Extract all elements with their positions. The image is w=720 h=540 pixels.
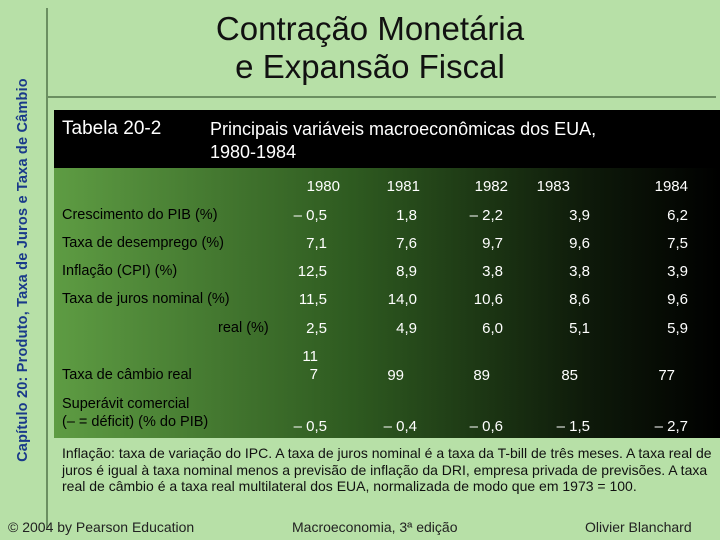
year-header-1981: 1981 xyxy=(386,178,420,195)
year-header-1980: 1980 xyxy=(306,178,340,195)
footer-copyright: © 2004 by Pearson Education xyxy=(8,519,195,535)
row-label-inflation: Inflação (CPI) (%) xyxy=(62,263,178,279)
footer-author: Olivier Blanchard xyxy=(585,519,692,535)
chapter-side-label-text: Capítulo 20: Produto, Taxa de Juros e Ta… xyxy=(15,78,31,462)
table-cell: 9,7 xyxy=(482,235,503,252)
table-cell: 7,1 xyxy=(306,235,327,252)
table-cell: 77 xyxy=(658,367,675,384)
table-cell: – 0,6 xyxy=(469,418,503,435)
table-note: Inflação: taxa de variação do IPC. A tax… xyxy=(62,445,712,494)
horizontal-divider xyxy=(46,96,716,98)
table-cell: 4,9 xyxy=(396,320,417,337)
table-cell: 9,6 xyxy=(569,235,590,252)
table-cell: 7,5 xyxy=(667,235,688,252)
table-cell: 6,0 xyxy=(482,320,503,337)
table-title-line-2: 1980-1984 xyxy=(210,142,297,162)
table-title-band xyxy=(54,110,720,168)
table-number: Tabela 20-2 xyxy=(62,118,162,139)
row-label-unemployment: Taxa de desemprego (%) xyxy=(62,235,224,251)
table-cell: – 2,2 xyxy=(469,207,503,224)
table-cell: 5,9 xyxy=(667,320,688,337)
table-cell: 1,8 xyxy=(396,207,417,224)
table-cell: 3,9 xyxy=(667,263,688,280)
table-cell: 6,2 xyxy=(667,207,688,224)
row-label-gdp-growth: Crescimento do PIB (%) xyxy=(62,207,218,223)
table-title-line-1: Principais variáveis macroeconômicas dos… xyxy=(210,119,597,139)
table-cell-line-1: 11 xyxy=(302,348,318,365)
table-cell: 3,8 xyxy=(569,263,590,280)
row-label-line-1: Superávit comercial xyxy=(62,396,190,412)
table-cell: 2,5 xyxy=(306,320,327,337)
table-cell: – 1,5 xyxy=(556,418,590,435)
table-cell: 10,6 xyxy=(473,291,503,308)
table-cell: – 0,5 xyxy=(293,418,327,435)
table-cell: 89 xyxy=(473,367,490,384)
year-header-1983: 1983 xyxy=(536,178,570,195)
slide-title-line-2: e Expansão Fiscal xyxy=(235,48,505,85)
table-cell: 85 xyxy=(561,367,578,384)
table-cell: 3,9 xyxy=(569,207,590,224)
table-cell: – 0,5 xyxy=(293,207,327,224)
footer-book-title: Macroeconomia, 3ª edição xyxy=(292,519,458,535)
table-cell: – 0,4 xyxy=(383,418,417,435)
row-label-trade-surplus: Superávit comercial (– = déficit) (% do … xyxy=(62,395,208,431)
table-cell: 14,0 xyxy=(387,291,417,308)
vertical-divider xyxy=(46,8,48,528)
table-cell: – 2,7 xyxy=(654,418,688,435)
table-cell: 99 xyxy=(387,367,404,384)
table-cell: 11,5 xyxy=(298,291,327,308)
row-label-line-2: (– = déficit) (% do PIB) xyxy=(62,414,209,430)
slide-title: Contração Monetária e Expansão Fiscal xyxy=(170,10,570,86)
row-label-real-interest: real (%) xyxy=(218,320,269,336)
table-cell: 3,8 xyxy=(482,263,503,280)
table-title: Principais variáveis macroeconômicas dos… xyxy=(210,118,710,164)
table-cell: 9,6 xyxy=(667,291,688,308)
year-header-1984: 1984 xyxy=(654,178,688,195)
row-label-real-exchange-rate: Taxa de câmbio real xyxy=(62,367,192,383)
table-cell-line-2: 7 xyxy=(309,366,318,383)
year-header-1982: 1982 xyxy=(474,178,508,195)
table-cell: 11 7 xyxy=(258,348,318,384)
table-cell: 7,6 xyxy=(396,235,417,252)
table-cell: 8,9 xyxy=(396,263,417,280)
row-label-nominal-interest: Taxa de juros nominal (%) xyxy=(62,291,230,307)
chapter-side-label: Capítulo 20: Produto, Taxa de Juros e Ta… xyxy=(0,0,46,540)
table-cell: 8,6 xyxy=(569,291,590,308)
table-cell: 5,1 xyxy=(569,320,590,337)
slide-title-line-1: Contração Monetária xyxy=(215,10,525,47)
table-cell: 12,5 xyxy=(297,263,327,280)
